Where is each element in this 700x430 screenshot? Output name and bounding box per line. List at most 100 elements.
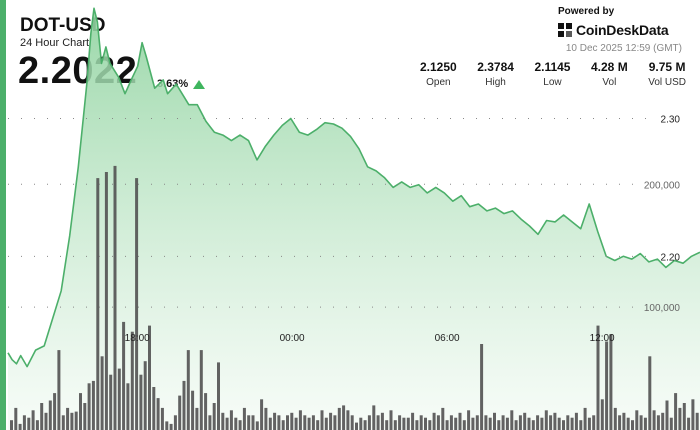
brand-logo[interactable]: CoinDeskData xyxy=(558,20,669,40)
volume-bar xyxy=(480,344,484,430)
stat-value: 4.28 M xyxy=(591,60,628,74)
volume-bar xyxy=(195,407,199,430)
stat-label: Vol xyxy=(602,77,617,88)
volume-bar xyxy=(169,423,173,430)
volume-bar xyxy=(294,417,298,430)
volume-bar xyxy=(87,383,91,430)
volume-bar xyxy=(562,420,565,430)
volume-bar xyxy=(225,417,229,430)
volume-bar xyxy=(449,415,453,430)
volume-bar xyxy=(320,410,324,430)
stat-vol: 4.28 M Vol xyxy=(591,60,628,88)
volume-bar xyxy=(281,420,285,430)
volume-bar xyxy=(557,417,561,430)
volume-bar xyxy=(311,415,315,430)
volume-bar xyxy=(505,417,509,430)
volume-bar xyxy=(631,420,634,430)
volume-bar xyxy=(428,420,432,430)
volume-bar xyxy=(527,417,531,430)
stat-value: 9.75 M xyxy=(648,60,686,74)
stat-label: Vol USD xyxy=(648,77,686,88)
volume-bar xyxy=(665,400,669,430)
volume-bar xyxy=(44,412,48,430)
volume-bar xyxy=(579,420,583,430)
volume-bar xyxy=(355,422,358,430)
volume-bar xyxy=(247,415,251,430)
coindesk-logo-icon xyxy=(558,22,573,38)
volume-bar xyxy=(208,415,212,430)
chart-subtitle: 24 Hour Chart xyxy=(20,37,90,49)
volume-bar xyxy=(406,417,410,430)
volume-bar xyxy=(217,362,220,430)
volume-bar xyxy=(613,407,617,430)
volume-bar xyxy=(122,321,126,430)
volume-bar xyxy=(268,417,272,430)
price-tick-label: 2.30 xyxy=(661,115,681,126)
volume-bar xyxy=(549,415,553,430)
volume-bar xyxy=(385,420,389,430)
volume-bar xyxy=(656,415,660,430)
volume-bar xyxy=(91,380,95,430)
volume-bar xyxy=(48,400,52,430)
volume-bar xyxy=(544,410,548,430)
volume-bar xyxy=(682,403,686,430)
volume-bar xyxy=(523,412,527,430)
volume-tick-label: 200,000 xyxy=(644,180,681,191)
volume-bar xyxy=(79,393,82,430)
stat-label: High xyxy=(485,77,506,88)
stat-vol-usd: 9.75 M Vol USD xyxy=(648,60,686,88)
price-tick-label: 2.20 xyxy=(661,252,681,263)
price-area xyxy=(8,8,700,430)
volume-bar xyxy=(411,412,415,430)
volume-bar xyxy=(329,412,333,430)
volume-bar xyxy=(691,399,695,430)
volume-bar xyxy=(687,417,691,430)
volume-bar xyxy=(53,393,57,430)
volume-bar xyxy=(260,399,264,430)
volume-bar xyxy=(74,411,78,430)
volume-bar xyxy=(531,420,535,430)
volume-bar xyxy=(242,407,246,430)
volume-bar xyxy=(350,415,354,430)
volume-bar xyxy=(497,420,501,430)
volume-bar xyxy=(277,415,281,430)
volume-bar xyxy=(182,380,186,430)
volume-bar xyxy=(286,415,289,430)
volume-bar xyxy=(587,417,591,430)
volume-bar xyxy=(290,412,294,430)
volume-bar xyxy=(393,420,397,430)
stat-value: 2.1250 xyxy=(420,60,457,74)
volume-bar xyxy=(191,390,195,430)
time-tick-label: 12:00 xyxy=(590,333,615,344)
volume-bar xyxy=(109,374,113,430)
volume-bar xyxy=(251,415,255,430)
volume-bar xyxy=(372,405,376,430)
volume-bar xyxy=(298,410,302,430)
volume-bar xyxy=(255,421,259,430)
volume-bar xyxy=(199,350,203,430)
volume-bar xyxy=(273,412,277,430)
volume-bar xyxy=(618,415,622,430)
volume-bar xyxy=(66,407,70,430)
time-tick-label: 00:00 xyxy=(280,333,305,344)
volume-bar xyxy=(96,178,100,430)
stat-high: 2.3784 High xyxy=(477,60,514,88)
volume-bar xyxy=(83,403,87,430)
volume-bar xyxy=(264,407,268,430)
volume-bar xyxy=(458,412,462,430)
volume-bar xyxy=(471,417,475,430)
volume-bar xyxy=(583,407,587,430)
volume-bar xyxy=(484,415,488,430)
volume-bar xyxy=(204,393,208,430)
volume-bar xyxy=(31,410,35,430)
time-tick-label: 18:00 xyxy=(125,333,150,344)
volume-bar xyxy=(14,407,18,430)
volume-bar xyxy=(398,415,402,430)
volume-bar xyxy=(178,395,182,430)
volume-bar xyxy=(363,420,367,430)
volume-bar xyxy=(221,412,225,430)
volume-bar xyxy=(27,417,31,430)
volume-bar xyxy=(18,423,22,430)
volume-bar xyxy=(113,165,117,430)
